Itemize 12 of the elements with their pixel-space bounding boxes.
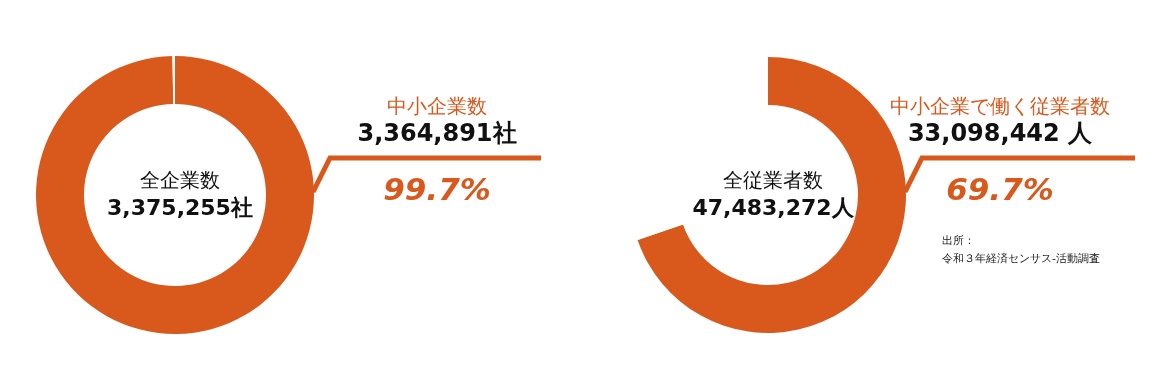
slice-label: 中小企業で働く従業者数	[890, 94, 1110, 118]
text: 3,364,891社	[357, 119, 517, 147]
slice-label: 中小企業数	[387, 94, 487, 118]
text: 47,483,272人	[692, 194, 855, 220]
text: 令和３年経済センサス‐活動調査	[942, 252, 1100, 265]
text: 全企業数	[140, 168, 220, 192]
text: 出所：	[942, 234, 975, 247]
data-label: 99.7%	[383, 171, 491, 207]
text: 全従業者数	[723, 168, 823, 192]
text: 3,375,255社	[107, 194, 253, 220]
text: 33,098,442 人	[907, 119, 1094, 147]
data-label: 69.7%	[946, 171, 1054, 207]
